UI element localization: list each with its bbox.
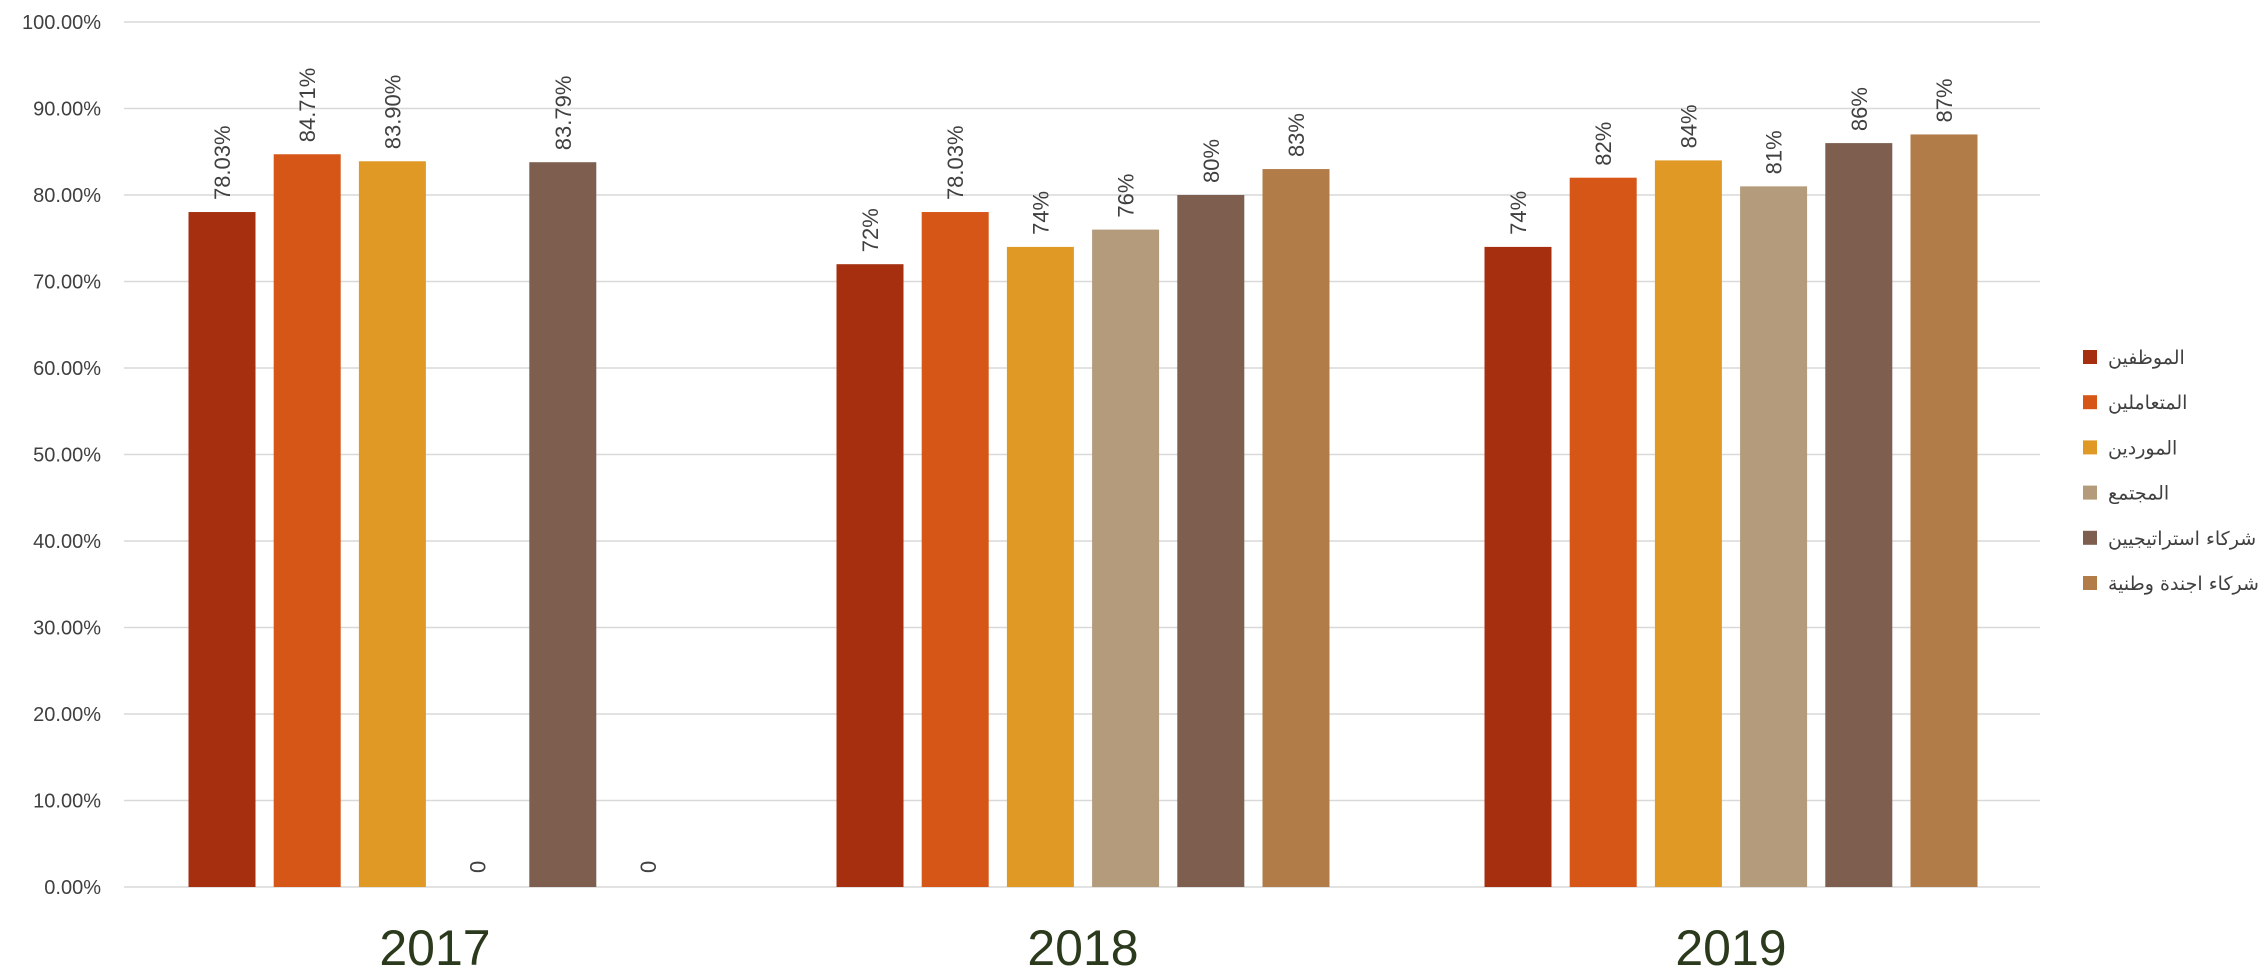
category-label: 2019	[1675, 920, 1786, 973]
y-tick-label: 0.00%	[44, 877, 101, 899]
data-label: 86%	[1847, 87, 1872, 131]
y-tick-label: 20.00%	[33, 704, 101, 726]
legend-swatch	[2083, 395, 2097, 410]
bar	[1569, 177, 1637, 887]
bar	[1654, 160, 1722, 887]
legend-swatch	[2083, 576, 2097, 590]
legend-swatch	[2083, 350, 2097, 364]
legend: الموظفين المتعاملين الموردين المجتمع شركاء ا…	[2083, 347, 2259, 595]
legend-label: شركاء اجندة وطنية	[2108, 573, 2259, 595]
bar	[1092, 229, 1160, 888]
data-label: 0	[466, 861, 491, 873]
legend-label: شركاء استراتيجيين	[2108, 528, 2256, 550]
y-tick-label: 90.00%	[33, 99, 101, 121]
y-tick-label: 30.00%	[33, 618, 101, 640]
data-labels: 78.03% 84.71% 83.90% 0 83.79% 0 72% 78.03% 74% 76…	[210, 68, 1957, 873]
legend-item: شركاء اجندة وطنية	[2083, 573, 2259, 595]
legend-swatch	[2083, 485, 2097, 500]
data-label: 76%	[1114, 174, 1139, 218]
data-label: 84%	[1676, 104, 1701, 148]
legend-label: المتعاملين	[2108, 392, 2187, 414]
bar	[1262, 169, 1330, 888]
bar	[836, 264, 904, 887]
data-label: 82%	[1591, 122, 1616, 166]
bar	[1177, 195, 1245, 887]
bar	[921, 212, 989, 887]
bar	[1740, 186, 1808, 888]
legend-item: الموظفين	[2083, 347, 2185, 369]
data-label: 83.79%	[551, 76, 576, 151]
legend-label: الموردين	[2108, 437, 2177, 459]
data-label: 78.03%	[210, 125, 235, 200]
bar	[529, 162, 597, 888]
data-label: 72%	[858, 208, 883, 252]
category-label: 2017	[379, 920, 490, 973]
y-tick-label: 40.00%	[33, 531, 101, 553]
data-label: 87%	[1932, 78, 1957, 122]
data-label: 0	[636, 861, 661, 873]
data-label: 74%	[1028, 191, 1053, 235]
legend-item: المتعاملين	[2083, 392, 2187, 414]
legend-swatch	[2083, 440, 2097, 455]
data-label: 81%	[1762, 130, 1787, 174]
category-label: 2018	[1027, 920, 1138, 973]
legend-swatch	[2083, 530, 2097, 545]
x-axis: 2017 2018 2019	[379, 920, 1786, 973]
y-tick-label: 60.00%	[33, 358, 101, 380]
bar	[1484, 246, 1552, 887]
bar	[273, 154, 341, 888]
bar	[1825, 143, 1893, 888]
data-label: 74%	[1506, 191, 1531, 235]
legend-label: الموظفين	[2108, 347, 2185, 369]
y-tick-label: 50.00%	[33, 445, 101, 467]
bar	[1006, 246, 1074, 887]
y-tick-label: 80.00%	[33, 185, 101, 207]
data-label: 80%	[1199, 139, 1224, 183]
y-tick-label: 100.00%	[22, 12, 101, 34]
data-label: 78.03%	[943, 125, 968, 200]
legend-item: المجتمع	[2083, 483, 2169, 505]
bars	[188, 134, 1978, 888]
legend-item: الموردين	[2083, 437, 2177, 459]
bar	[1910, 134, 1978, 887]
y-tick-label: 10.00%	[33, 791, 101, 813]
y-axis: 0.00% 10.00% 20.00% 30.00% 40.00% 50.00% 60.00…	[22, 12, 101, 899]
data-label: 84.71%	[295, 68, 320, 143]
gridlines	[124, 21, 2040, 888]
legend-item: شركاء استراتيجيين	[2083, 528, 2256, 550]
data-label: 83.90%	[380, 75, 405, 150]
bar	[188, 212, 256, 887]
legend-label: المجتمع	[2108, 483, 2169, 505]
bar	[358, 161, 426, 887]
data-label: 83%	[1284, 113, 1309, 157]
y-tick-label: 70.00%	[33, 272, 101, 294]
